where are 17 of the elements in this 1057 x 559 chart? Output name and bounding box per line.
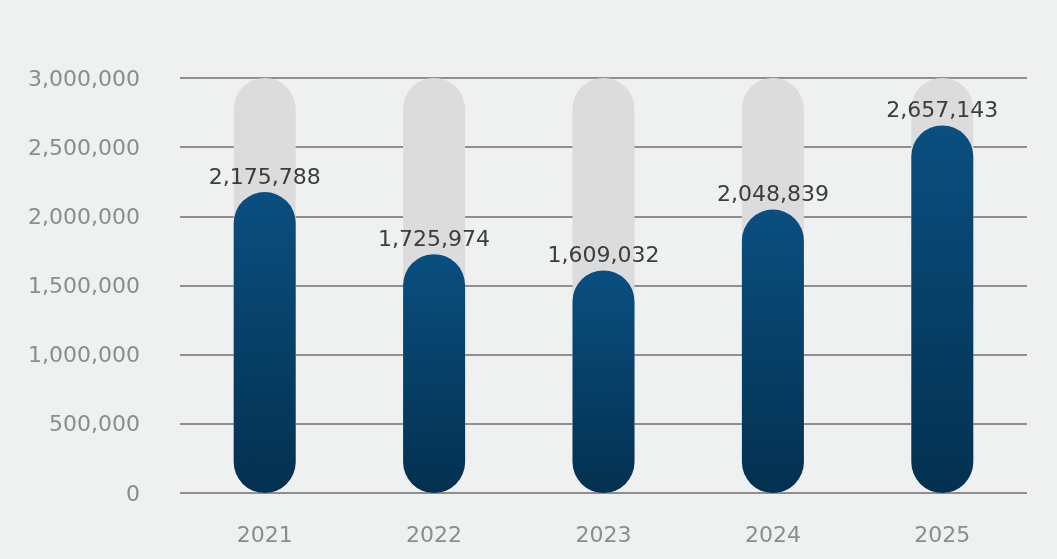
data-label: 1,609,032: [547, 241, 660, 267]
x-tick-label: 2023: [575, 521, 632, 547]
y-tick-label: 1,000,000: [28, 342, 140, 368]
y-tick-label: 0: [126, 480, 140, 506]
data-label: 2,048,839: [716, 181, 829, 207]
y-tick-label: 1,500,000: [28, 273, 140, 298]
x-tick-label: 2022: [406, 521, 463, 547]
data-label: 2,175,788: [208, 163, 321, 189]
x-tick-label: 2024: [744, 521, 801, 547]
data-label: 1,725,974: [378, 225, 491, 251]
x-tick-label: 2025: [914, 521, 971, 547]
data-label: 2,657,143: [886, 96, 999, 122]
y-tick-label: 2,000,000: [28, 203, 140, 229]
y-tick-label: 2,500,000: [28, 134, 140, 160]
y-tick-label: 3,000,000: [28, 65, 140, 91]
y-tick-label: 500,000: [49, 411, 140, 437]
x-tick-label: 2021: [236, 521, 293, 547]
